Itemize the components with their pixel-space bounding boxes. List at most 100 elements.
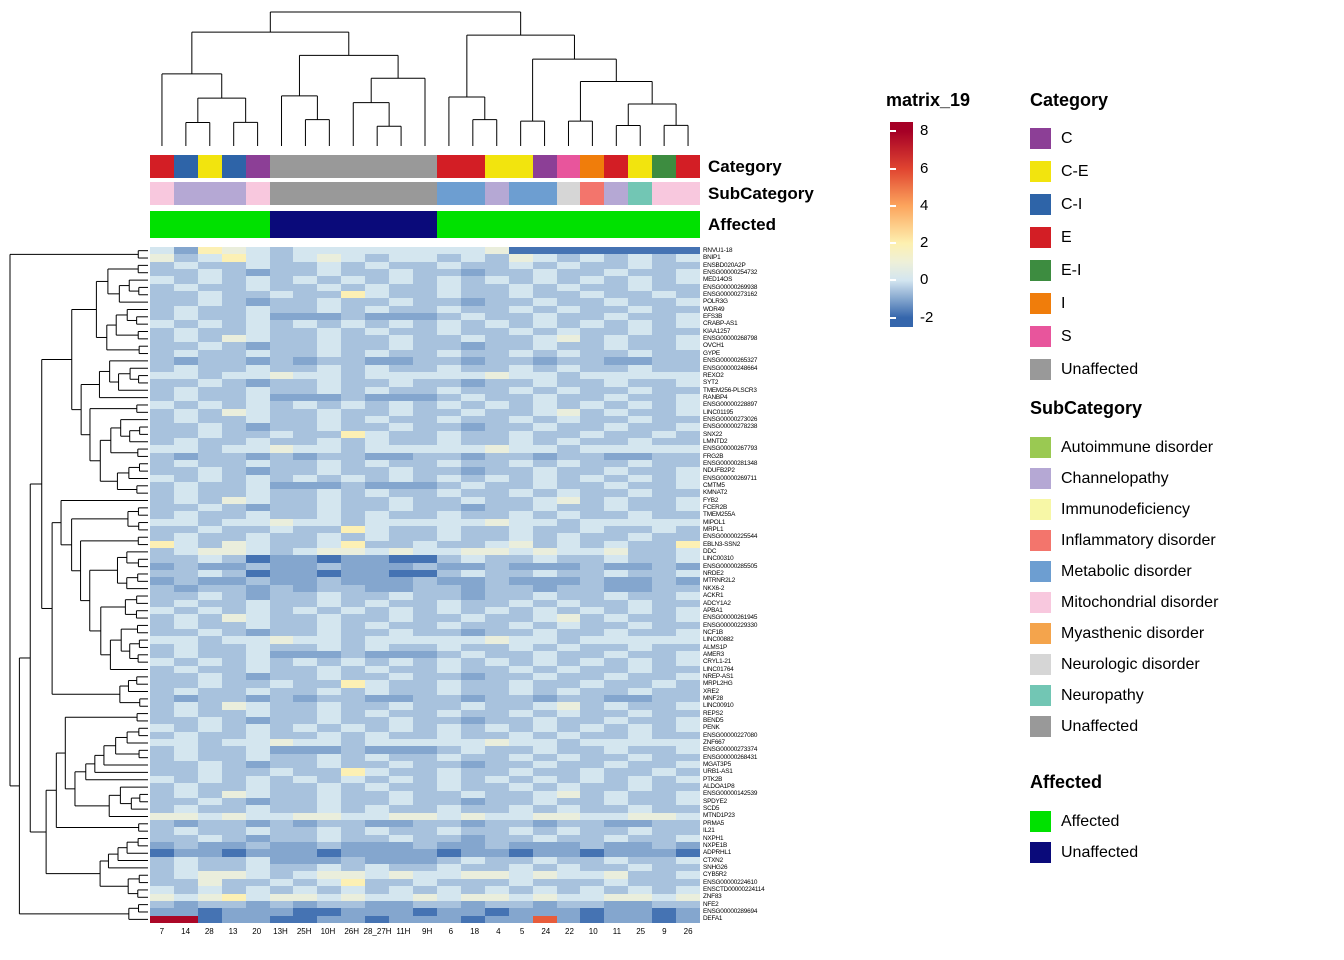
heatmap-cell bbox=[676, 261, 700, 270]
heatmap-cell bbox=[676, 599, 700, 607]
heatmap-cell bbox=[365, 606, 390, 615]
heatmap-cell bbox=[580, 371, 605, 380]
heatmap-cell bbox=[150, 364, 174, 372]
annotation-cell bbox=[245, 182, 270, 205]
heatmap-cell bbox=[221, 247, 246, 255]
heatmap-cell bbox=[150, 672, 174, 681]
heatmap-cell bbox=[197, 327, 222, 336]
heatmap-cell bbox=[221, 746, 246, 754]
heatmap-cell bbox=[197, 430, 222, 438]
heatmap-cell bbox=[150, 636, 174, 644]
heatmap-cell bbox=[150, 254, 174, 262]
row-label: SNHG26 bbox=[703, 863, 728, 871]
heatmap-cell bbox=[293, 614, 318, 622]
heatmap-cell bbox=[484, 797, 509, 806]
heatmap-cell bbox=[413, 761, 437, 769]
heatmap-cell bbox=[365, 768, 390, 776]
heatmap-cell bbox=[389, 687, 414, 695]
row-label: SNX22 bbox=[703, 430, 723, 438]
heatmap-cell bbox=[484, 908, 509, 916]
heatmap-cell bbox=[676, 364, 700, 372]
heatmap-cell bbox=[413, 276, 437, 284]
row-label: GYPE bbox=[703, 349, 720, 357]
annotation-cell bbox=[484, 182, 509, 205]
colorbar-tick-label: 6 bbox=[920, 159, 929, 177]
heatmap-cell bbox=[269, 526, 294, 534]
heatmap-cell bbox=[460, 335, 485, 343]
heatmap-cell bbox=[604, 467, 629, 475]
heatmap-cell bbox=[556, 665, 581, 673]
heatmap-cell bbox=[365, 650, 390, 659]
heatmap-cell bbox=[652, 357, 677, 365]
heatmap-cell bbox=[197, 731, 222, 740]
row-label: MTRNR2L2 bbox=[703, 577, 736, 585]
heatmap-cell bbox=[293, 775, 318, 784]
heatmap-cell bbox=[173, 371, 198, 380]
row-label: CRYL1-21 bbox=[703, 658, 732, 666]
heatmap-cell bbox=[508, 761, 533, 769]
heatmap-cell bbox=[460, 570, 485, 578]
heatmap-cell bbox=[365, 482, 390, 490]
heatmap-cell bbox=[676, 577, 700, 585]
heatmap-cell bbox=[652, 401, 677, 409]
heatmap-cell bbox=[269, 283, 294, 292]
heatmap-cell bbox=[580, 327, 605, 336]
heatmap-cell bbox=[221, 694, 246, 703]
heatmap-cell bbox=[317, 621, 342, 629]
heatmap-cell bbox=[532, 555, 557, 563]
heatmap-cell bbox=[676, 893, 700, 901]
heatmap-cell bbox=[269, 570, 294, 578]
heatmap-cell bbox=[508, 254, 533, 262]
heatmap-cell bbox=[317, 886, 342, 894]
heatmap-cell bbox=[389, 408, 414, 416]
heatmap-cell bbox=[341, 856, 366, 865]
heatmap-cell bbox=[197, 694, 222, 703]
row-label: ENSG00000267793 bbox=[703, 445, 758, 453]
heatmap-cell bbox=[245, 511, 270, 519]
heatmap-cell bbox=[652, 393, 677, 402]
heatmap-cell bbox=[365, 467, 390, 475]
heatmap-cell bbox=[293, 702, 318, 710]
heatmap-cell bbox=[221, 298, 246, 306]
heatmap-cell bbox=[652, 298, 677, 306]
heatmap-cell bbox=[269, 827, 294, 835]
heatmap-cell bbox=[484, 842, 509, 850]
heatmap-cell bbox=[604, 761, 629, 769]
heatmap-cell bbox=[484, 393, 509, 402]
heatmap-cell bbox=[150, 687, 174, 695]
heatmap-cell bbox=[269, 812, 294, 820]
heatmap-cell bbox=[628, 401, 653, 409]
heatmap-cell bbox=[293, 511, 318, 519]
heatmap-cell bbox=[604, 393, 629, 402]
heatmap-cell bbox=[628, 584, 653, 593]
legend-item-label: S bbox=[1061, 327, 1072, 345]
heatmap-cell bbox=[221, 459, 246, 468]
heatmap-cell bbox=[269, 797, 294, 806]
heatmap-cell bbox=[532, 459, 557, 468]
heatmap-cell bbox=[604, 614, 629, 622]
heatmap-cell bbox=[532, 643, 557, 651]
heatmap-cell bbox=[628, 247, 653, 255]
heatmap-cell bbox=[221, 548, 246, 556]
heatmap-cell bbox=[676, 548, 700, 556]
heatmap-cell bbox=[676, 724, 700, 732]
heatmap-cell bbox=[556, 254, 581, 262]
annotation-cell bbox=[197, 155, 222, 178]
row-label: CTXN2 bbox=[703, 856, 723, 864]
heatmap-cell bbox=[293, 753, 318, 762]
heatmap-cell bbox=[317, 687, 342, 695]
heatmap-cell bbox=[317, 797, 342, 806]
legend-item-label: Myasthenic disorder bbox=[1061, 624, 1205, 642]
heatmap-cell bbox=[245, 797, 270, 806]
heatmap-cell bbox=[580, 731, 605, 740]
legend-item: Mitochondrial disorder bbox=[1030, 587, 1218, 618]
heatmap-cell bbox=[652, 562, 677, 571]
heatmap-cell bbox=[269, 489, 294, 497]
heatmap-cell bbox=[652, 797, 677, 806]
heatmap-cell bbox=[341, 797, 366, 806]
heatmap-cell bbox=[365, 746, 390, 754]
heatmap-cell bbox=[652, 687, 677, 695]
heatmap-cell bbox=[436, 386, 461, 394]
heatmap-cell bbox=[150, 415, 174, 424]
heatmap-cell bbox=[197, 423, 222, 431]
